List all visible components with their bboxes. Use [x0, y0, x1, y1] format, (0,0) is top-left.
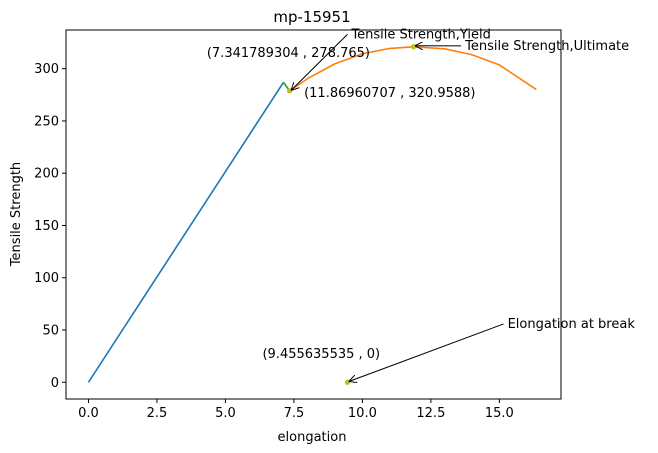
annotation-label-3: Elongation at break — [508, 317, 636, 332]
y-tick-label: 50 — [42, 324, 59, 339]
series-line-3 — [289, 45, 537, 92]
annotation-value-1: (7.341789304 , 278.765) — [207, 46, 370, 61]
x-tick-label: 5.0 — [215, 406, 236, 421]
chart-title: mp-15951 — [273, 8, 350, 26]
y-tick-label: 200 — [34, 167, 59, 182]
series-line-1 — [87, 81, 285, 383]
annotation-arrow-1 — [292, 34, 348, 90]
x-tick-label: 2.5 — [147, 406, 168, 421]
annotation-arrow-3 — [349, 323, 504, 381]
plot-area: 0.0 2.5 5.0 7.5 10.0 12.5 15.0 0 50 100 150 200 250 3… — [34, 27, 635, 421]
x-tick-label: 10.0 — [348, 406, 377, 421]
y-tick-label: 250 — [34, 114, 59, 129]
plot-frame — [65, 29, 562, 400]
y-tick-label: 150 — [34, 219, 59, 234]
y-tick-label: 300 — [34, 62, 59, 77]
x-tick-label: 12.5 — [416, 406, 445, 421]
x-tick-label: 7.5 — [284, 406, 305, 421]
annotation-label-1: Tensile Strength,Yield — [350, 27, 490, 42]
annotation-value-2: (11.86960707 , 320.9588) — [304, 86, 475, 101]
annotation-value-3: (9.455635535 , 0) — [262, 347, 380, 362]
annotation-label-2: Tensile Strength,Ultimate — [464, 39, 629, 54]
x-axis-label: elongation — [278, 430, 347, 445]
x-tick-label: 15.0 — [485, 406, 514, 421]
data-point-3 — [344, 379, 351, 385]
y-axis-label: Tensile Strength — [9, 162, 24, 267]
y-tick-label: 100 — [34, 271, 59, 286]
data-point-1 — [286, 88, 293, 94]
data-point-2 — [411, 44, 417, 50]
x-tick-label: 0.0 — [78, 406, 99, 421]
y-tick-label: 0 — [51, 376, 59, 391]
